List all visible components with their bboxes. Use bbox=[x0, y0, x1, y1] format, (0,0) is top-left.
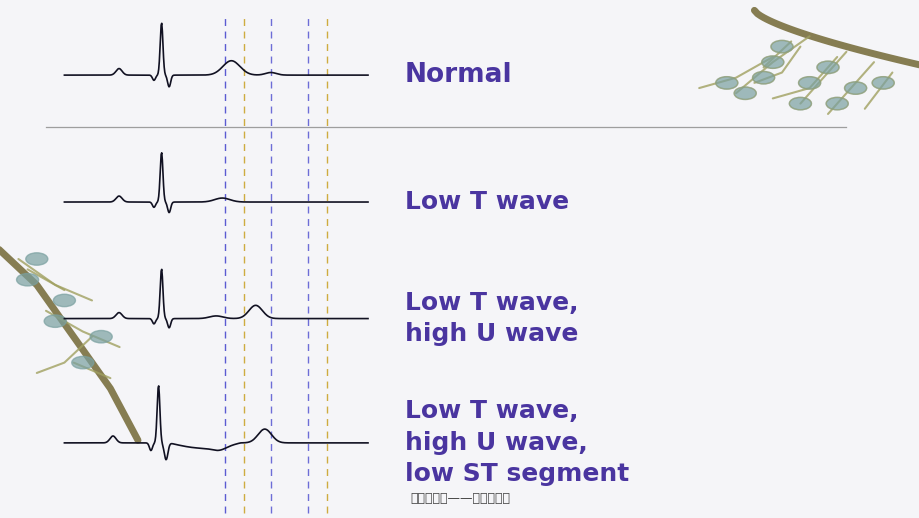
Circle shape bbox=[752, 71, 774, 84]
Circle shape bbox=[26, 253, 48, 265]
Circle shape bbox=[871, 77, 893, 89]
Text: 病理生理学——钒代谢紊乱: 病理生理学——钒代谢紊乱 bbox=[410, 492, 509, 505]
Circle shape bbox=[733, 87, 755, 99]
Text: Low T wave,
high U wave,
low ST segment: Low T wave, high U wave, low ST segment bbox=[404, 399, 629, 486]
Text: Low T wave,
high U wave: Low T wave, high U wave bbox=[404, 291, 578, 347]
Circle shape bbox=[53, 294, 75, 307]
Circle shape bbox=[90, 330, 112, 343]
Circle shape bbox=[798, 77, 820, 89]
Circle shape bbox=[761, 56, 783, 68]
Circle shape bbox=[17, 274, 39, 286]
Circle shape bbox=[825, 97, 847, 110]
Circle shape bbox=[44, 315, 66, 327]
Text: Low T wave: Low T wave bbox=[404, 190, 568, 214]
Circle shape bbox=[715, 77, 737, 89]
Circle shape bbox=[770, 40, 792, 53]
Circle shape bbox=[72, 356, 94, 369]
Circle shape bbox=[816, 61, 838, 74]
Text: Normal: Normal bbox=[404, 62, 512, 88]
Circle shape bbox=[844, 82, 866, 94]
Circle shape bbox=[789, 97, 811, 110]
